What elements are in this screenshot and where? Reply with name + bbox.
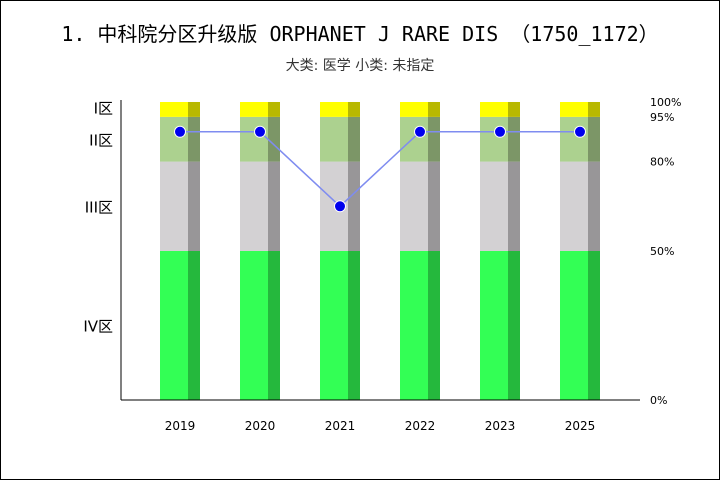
zone-label: II区: [89, 131, 113, 149]
bar-segment-shade-2022: [428, 102, 440, 117]
x-tick-label: 2025: [565, 419, 596, 433]
bar-segment-2025: [560, 102, 588, 117]
x-tick-label: 2021: [325, 419, 356, 433]
zone-label: IV区: [83, 318, 113, 336]
bar-segment-2020: [240, 251, 268, 400]
bar-segment-shade-2021: [348, 251, 360, 400]
bar-segment-shade-2020: [268, 251, 280, 400]
data-point-2022: [414, 125, 426, 138]
bar-segment-shade-2021: [348, 161, 360, 251]
bar-segment-2025: [560, 251, 588, 400]
right-tick-label: 95%: [650, 111, 674, 124]
bar-segment-shade-2022: [428, 116, 440, 162]
chart-title: 1. 中科院分区升级版 ORPHANET J RARE DIS （1750_11…: [61, 22, 659, 46]
data-point-2021: [334, 200, 346, 213]
bar-segment-shade-2019: [188, 161, 200, 251]
bar-segment-shade-2021: [348, 116, 360, 162]
bar-segment-2022: [400, 116, 428, 162]
bar-segment-shade-2023: [508, 102, 520, 117]
zone-label: I区: [94, 99, 113, 117]
bar-segment-shade-2023: [508, 161, 520, 251]
bar-segment-shade-2020: [268, 102, 280, 117]
right-tick-label: 80%: [650, 156, 674, 169]
bar-segment-shade-2025: [588, 116, 600, 162]
x-tick-label: 2019: [165, 419, 196, 433]
bar-segment-shade-2025: [588, 161, 600, 251]
bar-segment-shade-2023: [508, 116, 520, 162]
bar-segment-2023: [480, 161, 508, 251]
bar-segment-2023: [480, 251, 508, 400]
right-tick-label: 0%: [650, 394, 667, 407]
bar-segment-shade-2025: [588, 102, 600, 117]
bar-segment-shade-2023: [508, 251, 520, 400]
bar-segment-shade-2019: [188, 251, 200, 400]
series-line: [180, 131, 580, 208]
bar-segment-shade-2021: [348, 102, 360, 117]
chart-subtitle: 大类: 医学 小类: 未指定: [285, 58, 435, 74]
bar-segment-2021: [320, 251, 348, 400]
bar-segment-2021: [320, 116, 348, 162]
zone-label: III区: [85, 198, 113, 216]
right-tick-label: 50%: [650, 245, 674, 258]
bar-segment-2022: [400, 251, 428, 400]
bar-segment-2022: [400, 161, 428, 251]
data-point-2020: [254, 125, 266, 138]
bar-segment-2020: [240, 116, 268, 162]
bar-segment-2019: [160, 116, 188, 162]
data-point-2019: [174, 125, 186, 138]
x-tick-label: 2020: [245, 419, 276, 433]
bar-segment-2025: [560, 116, 588, 162]
bar-segment-shade-2025: [588, 251, 600, 400]
bar-segment-2020: [240, 102, 268, 117]
bar-segment-shade-2020: [268, 116, 280, 162]
bar-segment-2020: [240, 161, 268, 251]
bar-segment-shade-2020: [268, 161, 280, 251]
right-tick-label: 100%: [650, 96, 681, 109]
bar-segment-shade-2019: [188, 102, 200, 117]
bar-segment-2019: [160, 102, 188, 117]
bar-segment-2021: [320, 102, 348, 117]
bar-segment-2023: [480, 116, 508, 162]
bar-segment-2023: [480, 102, 508, 117]
bar-segment-2025: [560, 161, 588, 251]
bar-segment-shade-2022: [428, 161, 440, 251]
data-point-2023: [494, 125, 506, 138]
bar-segment-2022: [400, 102, 428, 117]
x-tick-label: 2023: [485, 419, 516, 433]
x-tick-label: 2022: [405, 419, 436, 433]
data-point-2025: [574, 125, 586, 138]
bar-segment-2019: [160, 251, 188, 400]
bar-segment-shade-2022: [428, 251, 440, 400]
bar-segment-2019: [160, 161, 188, 251]
bar-segment-shade-2019: [188, 116, 200, 162]
